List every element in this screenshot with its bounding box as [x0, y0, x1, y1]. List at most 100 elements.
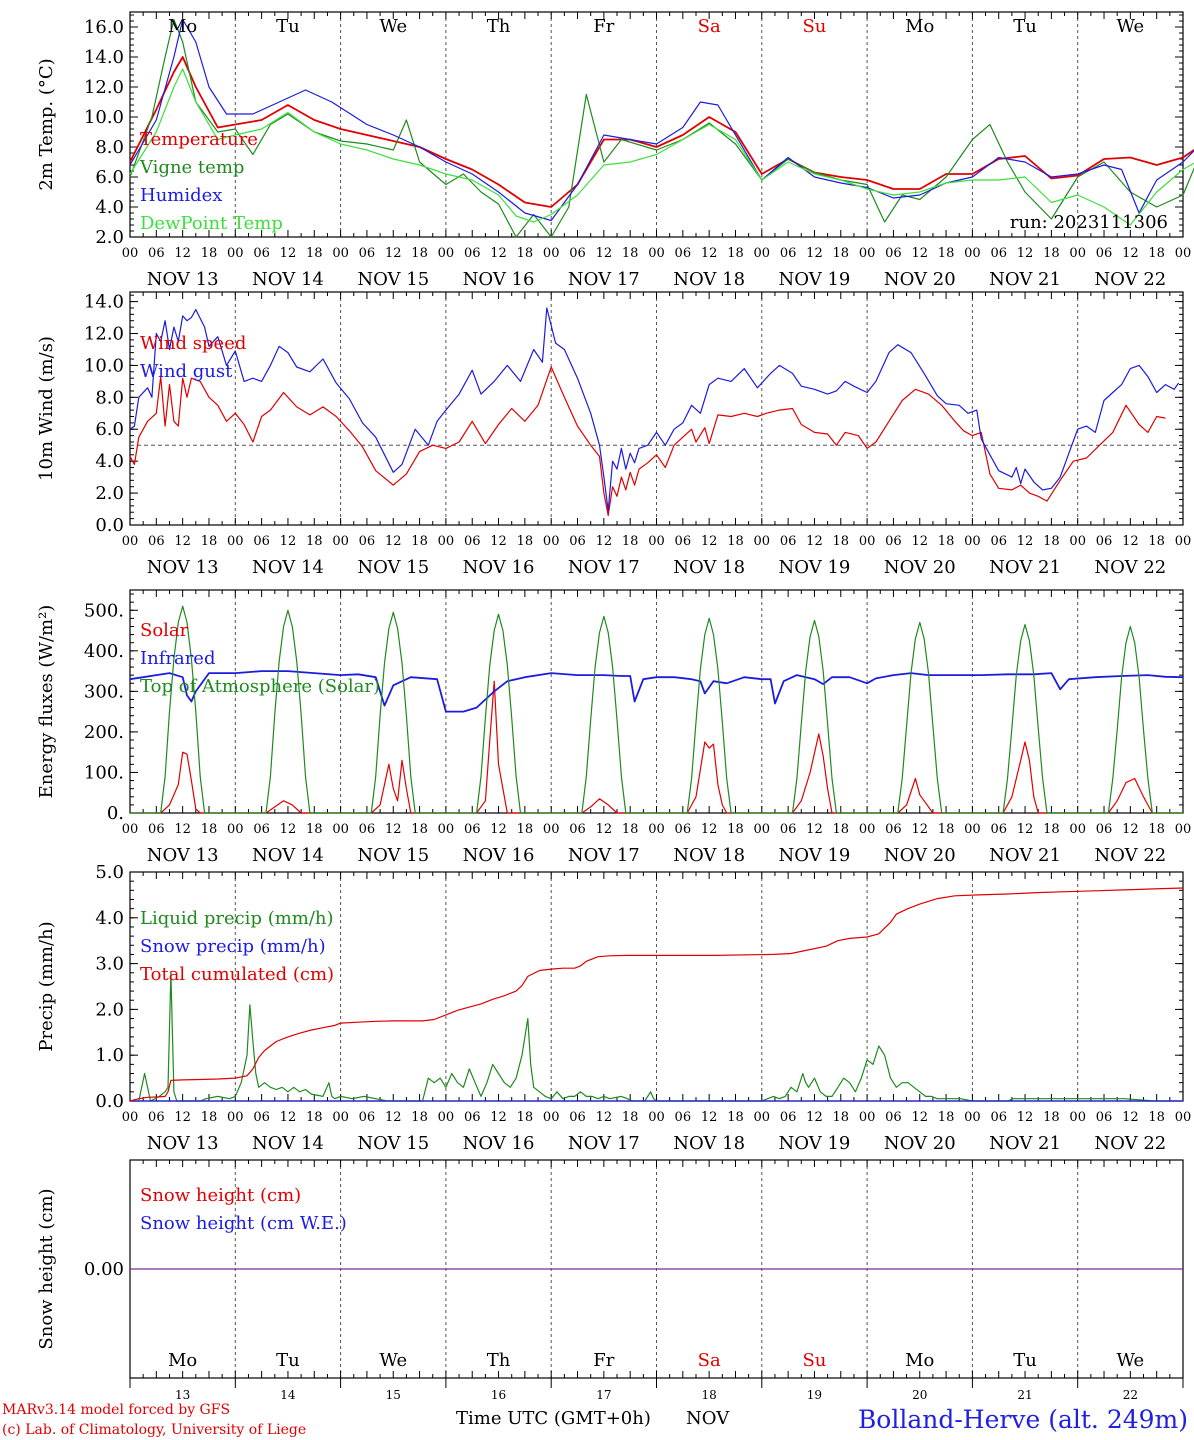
hour-tick-label: 00 — [122, 822, 139, 837]
hour-tick-label: 00 — [964, 822, 981, 837]
hour-tick-label: 12 — [911, 822, 928, 837]
y-tick-label: 6.0 — [95, 419, 124, 440]
date-label: NOV 18 — [673, 1133, 745, 1154]
hour-tick-label: 00 — [543, 534, 560, 549]
hour-tick-label: 06 — [359, 822, 376, 837]
run-label: run: 2023111306 — [1010, 212, 1168, 233]
hour-tick-label: 12 — [174, 822, 191, 837]
hour-tick-label: 06 — [990, 246, 1007, 261]
bottom-day-numbers: 13 14 15 16 17 18 19 20 21 22 — [129, 1378, 1184, 1402]
hour-tick-label: 18 — [517, 1110, 534, 1125]
day-name-label: Sa — [698, 1350, 721, 1371]
legend-item: Snow precip (mm/h) — [140, 936, 326, 957]
hour-tick-label: 18 — [833, 822, 850, 837]
footer-copyright-label: (c) Lab. of Climatology, University of L… — [2, 1422, 306, 1438]
hour-tick-label: 12 — [806, 534, 823, 549]
hour-tick-label: 06 — [253, 246, 270, 261]
panel-5: 0.00 Snow height (cm) Snow height (cm) Snow… — [36, 1159, 1184, 1379]
hour-tick-label: 12 — [911, 534, 928, 549]
hour-tick-label: 00 — [964, 246, 981, 261]
hour-tick-label: 12 — [1122, 246, 1139, 261]
y-axis-title: Energy fluxes (W/m²) — [36, 605, 57, 799]
hour-tick-label: 00 — [754, 246, 771, 261]
hour-tick-label: 00 — [964, 534, 981, 549]
hour-tick-label: 18 — [1148, 534, 1165, 549]
hour-tick-label: 06 — [780, 1110, 797, 1125]
date-label: NOV 17 — [568, 269, 640, 290]
hour-tick-label: 00 — [648, 534, 665, 549]
hour-tick-label: 18 — [1043, 246, 1060, 261]
chart-panels: 16.0 14.0 12.0 10.0 8.0 6.0 4.0 2.0 2m Temp. (°C… — [36, 11, 1194, 1402]
hour-tick-label: 18 — [201, 822, 218, 837]
panel-2: 14.0 12.0 10.0 8.0 6.0 4.0 2.0 0.0 10m Wind (m/s… — [36, 291, 1192, 578]
hour-tick-label: 18 — [727, 822, 744, 837]
series-humidex — [129, 18, 1194, 222]
hour-tick-label: 00 — [648, 1110, 665, 1125]
hour-tick-label: 00 — [1175, 246, 1192, 261]
day-name-label: Th — [487, 1350, 511, 1371]
y-axis-title: 10m Wind (m/s) — [36, 336, 57, 481]
hour-tick-label: 00 — [1069, 246, 1086, 261]
hour-tick-label: 18 — [1148, 1110, 1165, 1125]
date-label: NOV 21 — [989, 269, 1061, 290]
hour-tick-label: 18 — [833, 1110, 850, 1125]
hour-tick-label: 06 — [359, 246, 376, 261]
hour-tick-label: 12 — [806, 1110, 823, 1125]
y-tick-label: 300. — [84, 681, 124, 702]
day-name-label: Th — [487, 16, 511, 37]
hour-tick-label: 00 — [543, 822, 560, 837]
hour-tick-label: 12 — [1017, 1110, 1034, 1125]
date-label: NOV 19 — [779, 557, 851, 578]
series-liquid-precip-mm-h- — [130, 972, 1183, 1102]
hour-tick-label: 06 — [464, 246, 481, 261]
hour-tick-label: 06 — [569, 822, 586, 837]
hour-tick-label: 18 — [411, 822, 428, 837]
hour-tick-label: 06 — [253, 1110, 270, 1125]
hour-tick-label: 06 — [885, 246, 902, 261]
date-label: NOV 14 — [252, 1133, 324, 1154]
y-tick-label: 14.0 — [84, 47, 124, 68]
footer-model-label: MARv3.14 model forced by GFS — [2, 1402, 230, 1418]
hour-tick-label: 00 — [754, 1110, 771, 1125]
month-label: NOV — [686, 1408, 730, 1429]
day-name-label: Tu — [1013, 16, 1037, 37]
hour-tick-label: 12 — [490, 534, 507, 549]
hour-tick-label: 00 — [859, 246, 876, 261]
date-label: NOV 15 — [357, 1133, 429, 1154]
hour-tick-label: 06 — [780, 246, 797, 261]
hour-tick-label: 18 — [727, 1110, 744, 1125]
y-axis-title: Snow height (cm) — [36, 1188, 57, 1349]
hour-tick-label: 00 — [438, 246, 455, 261]
hour-tick-label: 18 — [201, 246, 218, 261]
day-name-label: Su — [802, 1350, 826, 1371]
date-label: NOV 21 — [989, 1133, 1061, 1154]
date-label: NOV 17 — [568, 1133, 640, 1154]
hour-tick-label: 18 — [411, 534, 428, 549]
series-dewpoint-temp — [129, 68, 1194, 226]
hour-tick-label: 06 — [675, 822, 692, 837]
hour-tick-label: 12 — [385, 246, 402, 261]
hour-tick-label: 18 — [201, 1110, 218, 1125]
legend-item: Total cumulated (cm) — [140, 964, 334, 985]
y-tick-label: 5.0 — [95, 862, 124, 883]
date-label: NOV 16 — [463, 269, 535, 290]
hour-tick-label: 12 — [806, 246, 823, 261]
hour-tick-label: 18 — [938, 534, 955, 549]
y-tick-label: 4.0 — [95, 451, 124, 472]
hour-tick-label: 00 — [227, 822, 244, 837]
hour-tick-label: 06 — [1096, 822, 1113, 837]
hour-tick-label: 06 — [990, 822, 1007, 837]
hour-tick-label: 18 — [1043, 534, 1060, 549]
hour-tick-label: 06 — [780, 822, 797, 837]
legend-item: Vigne temp — [139, 157, 244, 178]
day-name-label: We — [379, 1350, 407, 1371]
hour-tick-label: 18 — [938, 1110, 955, 1125]
legend-item: Liquid precip (mm/h) — [140, 908, 334, 929]
date-label: NOV 14 — [252, 269, 324, 290]
hour-tick-label: 00 — [1175, 534, 1192, 549]
day-number-label: 15 — [386, 1388, 401, 1402]
day-name-label: Tu — [276, 1350, 300, 1371]
y-tick-label: 100. — [84, 762, 124, 783]
date-label: NOV 19 — [779, 269, 851, 290]
series-wind-speed — [129, 366, 1166, 517]
